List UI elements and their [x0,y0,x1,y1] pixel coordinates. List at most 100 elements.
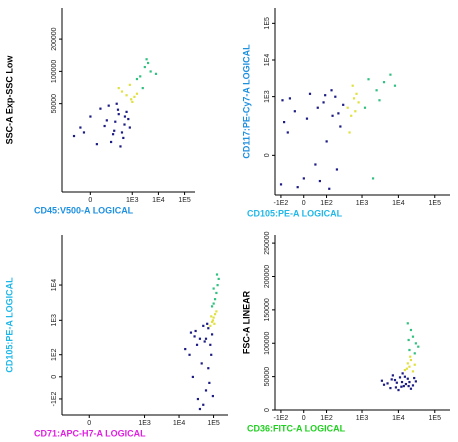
point [195,343,199,346]
point [411,335,415,338]
point [95,143,98,146]
point [204,389,208,392]
x-tick-label: 0 [302,200,306,207]
point [279,183,283,186]
point [147,61,150,65]
point [130,98,133,101]
point [409,355,412,358]
point [212,287,215,290]
point [200,362,203,365]
point [207,367,210,370]
point [135,77,139,81]
y-tick-label: 1E5 [264,17,271,30]
y-axis-label: CD117:PE-Cy7-A LOGICAL [241,44,251,159]
point [127,117,130,121]
point [107,104,110,107]
x-tick-label: 1E4 [392,200,405,207]
point [331,114,334,117]
x-tick-label: 0 [302,415,306,422]
x-tick-label: 1E4 [173,420,186,427]
point [184,347,187,351]
point [120,131,124,134]
point [119,145,122,148]
y-tick-label: 0 [264,153,271,157]
point [330,89,333,92]
point [210,305,214,308]
point [308,92,312,95]
point [145,58,148,61]
point [286,131,289,134]
point [316,106,319,109]
point [406,322,409,325]
x-tick-label: 1E4 [152,197,165,204]
point [213,298,217,301]
point [215,273,219,276]
point [409,358,413,362]
point [217,277,220,281]
point [411,370,415,373]
point [395,381,398,384]
point [293,110,296,113]
point [393,378,397,382]
x-tick-label: 1E2 [320,415,333,422]
point [212,316,215,319]
point [208,381,211,385]
point [407,338,410,342]
point [296,186,299,189]
point [302,177,305,180]
y-axis-label: CD105:PE-A LOGICAL [4,277,14,373]
point [135,92,139,95]
y-tick-label: 0 [51,375,58,379]
point [380,379,384,382]
point [408,365,411,368]
point [367,78,370,81]
point [391,374,394,377]
point [352,97,356,100]
point [346,106,349,109]
point [305,117,309,120]
y-tick-label: 100000 [264,331,271,354]
point [393,84,397,87]
point [325,140,328,143]
y-tick-label: 200000 [51,27,58,50]
y-tick-label: 1E3 [264,90,271,103]
point [196,397,200,401]
x-tick-label: 1E5 [429,200,442,207]
point [211,319,214,322]
point [314,163,317,166]
point [400,385,403,388]
point [348,131,351,134]
x-tick-label: 1E3 [356,415,369,422]
point [113,129,116,132]
y-tick-label: 250000 [264,231,271,254]
point [402,384,405,388]
x-axis-label: CD71:APC-H7-A LOGICAL [34,428,146,438]
y-tick-label: 100000 [51,60,58,83]
point [117,86,120,90]
point [194,329,197,333]
point [202,403,205,406]
point [114,120,117,123]
x-tick-label: 1E5 [178,197,191,204]
point [202,324,205,327]
point [120,90,124,93]
point [141,86,144,90]
y-axis-label: FSC-A LINEAR [241,290,251,354]
point [154,72,158,75]
point [389,386,392,390]
x-tick-label: 0 [88,197,92,204]
point [413,363,416,366]
point [398,376,402,379]
point [282,121,286,124]
point [115,102,118,105]
y-tick-label: 1E4 [264,54,271,67]
point [382,383,386,386]
x-tick-label: 1E5 [207,420,220,427]
point [413,376,416,380]
point [89,115,92,118]
x-axis-label: CD36:FITC-A LOGICAL [247,423,346,433]
point [210,353,213,356]
point [193,335,196,338]
point [335,168,339,171]
point [209,324,212,327]
